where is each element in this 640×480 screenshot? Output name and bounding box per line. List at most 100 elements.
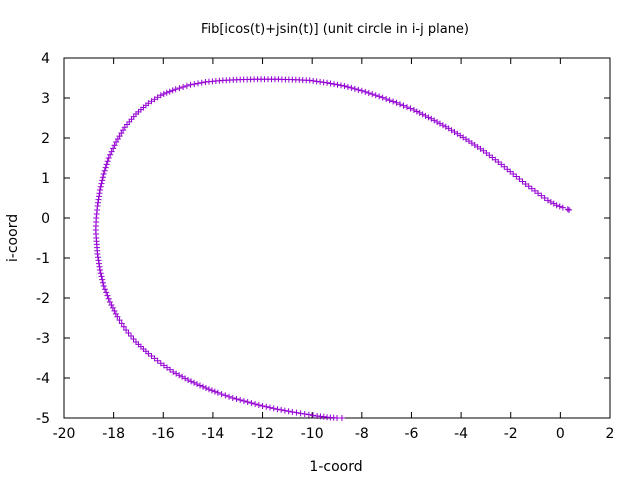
x-tick-label: -8 [355, 426, 369, 442]
data-point [100, 283, 107, 289]
data-point-interp [331, 81, 338, 88]
data-point-interp [194, 381, 201, 388]
data-point [510, 171, 517, 177]
data-point-interp [285, 408, 292, 415]
data-point [553, 202, 560, 209]
data-point [172, 86, 179, 93]
data-point-interp [176, 85, 183, 92]
data-point-interp [169, 87, 176, 94]
data-point-interp [154, 357, 161, 364]
data-point-interp [419, 111, 426, 118]
data-point-interp [111, 307, 118, 314]
data-point [123, 327, 130, 333]
data-point-interp [108, 148, 115, 155]
data-point-interp [99, 177, 106, 184]
data-point-interp [154, 94, 161, 101]
plot-frame [63, 57, 611, 419]
data-point-interp [97, 183, 104, 190]
data-point-interp [386, 97, 393, 104]
data-point-interp [191, 379, 198, 386]
data-point [157, 92, 164, 99]
data-point-interp [167, 366, 174, 373]
y-axis-label: i-coord [5, 214, 21, 262]
data-point [376, 93, 383, 100]
x-tick-label: -20 [53, 426, 76, 442]
data-point-interp [118, 320, 125, 327]
data-point [199, 383, 206, 390]
data-point-interp [248, 400, 255, 406]
data-point [170, 369, 177, 375]
data-point-interp [104, 158, 111, 165]
data-point-interp [297, 410, 304, 417]
data-point-interp [556, 203, 563, 210]
data-point-interp [397, 101, 404, 108]
data-point-interp [197, 382, 204, 389]
data-point-interp [281, 407, 288, 414]
data-point-interp [148, 98, 155, 105]
data-point-interp [355, 86, 362, 93]
data-point-interp [202, 385, 209, 391]
x-tick-label: -2 [504, 426, 518, 442]
data-point-interp [205, 386, 212, 393]
data-point-interp [97, 270, 104, 277]
data-point-interp [111, 142, 118, 149]
data-point [244, 399, 251, 405]
data-point-interp [416, 109, 423, 116]
x-tick-label: -10 [301, 426, 324, 442]
data-point-interp [160, 91, 167, 97]
data-point-interp [365, 90, 372, 97]
data-point-interp [383, 95, 390, 102]
data-point-interp [390, 98, 397, 105]
data-point-interp [351, 85, 358, 92]
data-point [145, 100, 152, 107]
data-point-interp [195, 80, 202, 87]
data-point-interp [425, 114, 432, 121]
data-point-interp [160, 362, 167, 369]
data-point-interp [183, 82, 190, 89]
data-point [157, 360, 164, 367]
data-point [229, 395, 236, 401]
data-point-interp [327, 80, 334, 87]
x-tick-label: 0 [556, 426, 565, 442]
data-point-interp [519, 178, 526, 185]
y-tick-label: -4 [36, 371, 50, 387]
data-point-interp [112, 310, 119, 317]
data-point-interp [163, 89, 170, 96]
data-point [105, 155, 112, 161]
data-point-interp [255, 402, 262, 408]
y-tick-label: 0 [41, 211, 50, 227]
x-tick-label: -4 [454, 426, 468, 442]
data-point-interp [151, 96, 158, 103]
data-point-interp [252, 401, 259, 407]
data-point-interp [109, 304, 116, 311]
x-tick-label: -12 [251, 426, 274, 442]
data-point-interp [237, 397, 244, 403]
data-point [358, 87, 365, 94]
data-point-interp [101, 167, 108, 174]
data-point-interp [116, 317, 123, 324]
data-point-interp [188, 378, 195, 385]
data-point [566, 207, 573, 213]
data-point-interp [337, 82, 344, 89]
data-point-interp [362, 88, 369, 95]
x-tick-label: -18 [102, 426, 125, 442]
data-point-interp [270, 405, 277, 412]
data-point [187, 81, 194, 88]
data-point-interp [103, 289, 110, 296]
data-point-interp [541, 195, 548, 201]
data-point-interp [516, 176, 523, 182]
y-tick-label: -3 [36, 331, 50, 347]
data-point-interp [369, 91, 376, 98]
data-point [259, 403, 266, 409]
data-series [92, 76, 573, 421]
data-point [301, 411, 308, 417]
data-point-interp [413, 108, 420, 115]
data-point-interp [266, 404, 273, 411]
data-point-interp [99, 279, 106, 286]
y-axis: -5 -4 -3 -2 -1 0 1 2 3 4 [36, 51, 610, 427]
data-point [114, 313, 121, 320]
data-point-interp [348, 84, 355, 91]
data-point [324, 79, 331, 86]
data-point-interp [226, 393, 233, 400]
x-axis: -20 -18 -16 -14 -12 -10 -8 -6 -4 -2 0 2 [53, 58, 614, 442]
